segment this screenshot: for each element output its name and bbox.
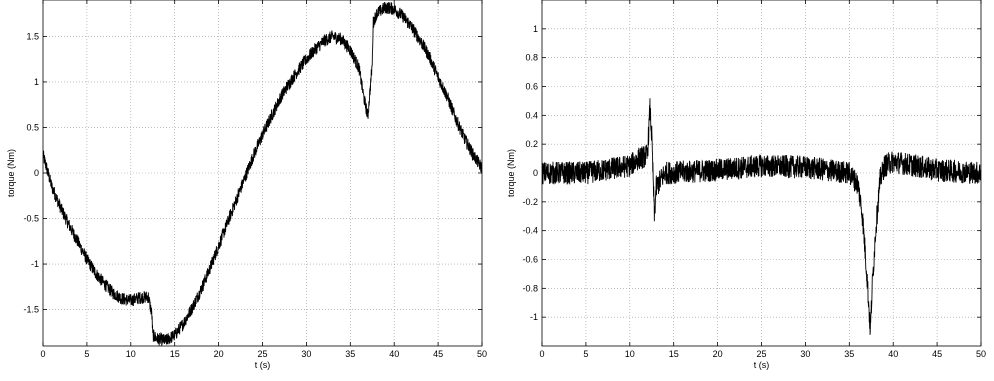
x-tick-label: 5 bbox=[84, 349, 89, 359]
x-tick-label: 40 bbox=[888, 349, 898, 359]
x-tick-label: 20 bbox=[214, 349, 224, 359]
x-tick-label: 5 bbox=[583, 349, 588, 359]
x-tick-label: 20 bbox=[713, 349, 723, 359]
series-line bbox=[43, 1, 482, 346]
x-tick-label: 50 bbox=[976, 349, 986, 359]
x-tick-label: 25 bbox=[257, 349, 267, 359]
x-tick-label: 0 bbox=[539, 349, 544, 359]
x-tick-label: 45 bbox=[433, 349, 443, 359]
y-tick-label: 0 bbox=[533, 168, 538, 178]
x-tick-label: 40 bbox=[389, 349, 399, 359]
y-tick-label: 0.2 bbox=[525, 139, 538, 149]
x-tick-label: 25 bbox=[756, 349, 766, 359]
left-plot: 0 5 10 15 20 25 30 35 40 45 50 -1.5 -1 -0.5 0 0.5 1 1.5 t … bbox=[6, 0, 487, 370]
right-plot: 0 5 10 15 20 25 30 35 40 45 50 -1 -0.8 -0.6 -0.4 -0.2 0 0… bbox=[506, 0, 986, 370]
series-line bbox=[542, 98, 981, 335]
y-tick-label: -0.2 bbox=[522, 197, 538, 207]
y-tick-label: 1 bbox=[34, 77, 39, 87]
y-tick-label: -0.6 bbox=[522, 255, 538, 265]
x-tick-label: 15 bbox=[669, 349, 679, 359]
y-tick-label: -1 bbox=[31, 259, 39, 269]
x-tick-label: 0 bbox=[40, 349, 45, 359]
y-tick-label: -0.5 bbox=[23, 214, 39, 224]
x-tick-label: 35 bbox=[345, 349, 355, 359]
y-tick-label: 0.6 bbox=[525, 82, 538, 92]
y-tick-label: 0.8 bbox=[525, 53, 538, 63]
x-tick-label: 10 bbox=[625, 349, 635, 359]
x-axis-label: t (s) bbox=[754, 360, 770, 370]
y-tick-label: -0.8 bbox=[522, 283, 538, 293]
y-tick-label: -1 bbox=[530, 312, 538, 322]
x-tick-label: 30 bbox=[301, 349, 311, 359]
y-tick-label: 0.5 bbox=[26, 122, 39, 132]
x-tick-label: 30 bbox=[800, 349, 810, 359]
y-axis-label: torque (Nm) bbox=[506, 149, 516, 197]
y-axis-label: torque (Nm) bbox=[6, 149, 16, 197]
y-tick-label: 0 bbox=[34, 168, 39, 178]
y-tick-label: -1.5 bbox=[23, 305, 39, 315]
x-tick-label: 45 bbox=[932, 349, 942, 359]
y-tick-label: -0.4 bbox=[522, 226, 538, 236]
y-tick-label: 1 bbox=[533, 24, 538, 34]
y-tick-label: 1.5 bbox=[26, 31, 39, 41]
x-axis-label: t (s) bbox=[255, 360, 271, 370]
y-tick-label: 0.4 bbox=[525, 110, 538, 120]
x-tick-label: 10 bbox=[126, 349, 136, 359]
x-tick-label: 35 bbox=[844, 349, 854, 359]
x-tick-label: 50 bbox=[477, 349, 487, 359]
x-tick-label: 15 bbox=[170, 349, 180, 359]
